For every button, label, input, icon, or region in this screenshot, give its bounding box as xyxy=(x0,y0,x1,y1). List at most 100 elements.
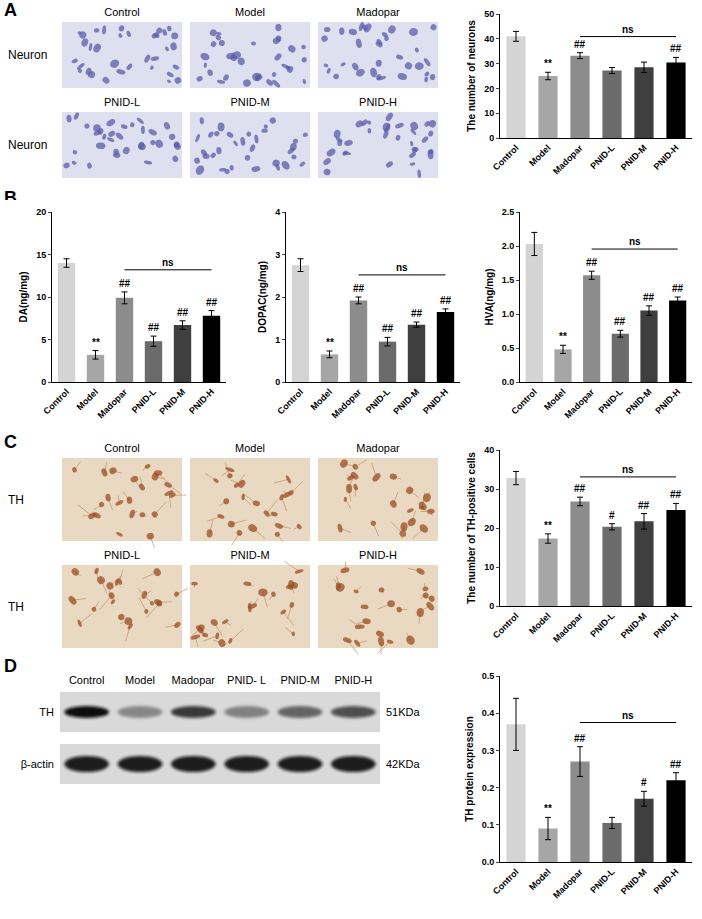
svg-text:Model: Model xyxy=(235,442,265,454)
svg-text:#: # xyxy=(641,777,647,788)
svg-text:3: 3 xyxy=(275,250,280,260)
svg-text:PNID-L: PNID-L xyxy=(364,386,393,415)
svg-text:ns: ns xyxy=(622,464,634,475)
svg-text:30: 30 xyxy=(484,59,494,69)
svg-text:0: 0 xyxy=(489,133,494,143)
svg-text:Madopar: Madopar xyxy=(563,386,597,420)
svg-text:51KDa: 51KDa xyxy=(386,706,421,718)
svg-text:10: 10 xyxy=(484,562,494,572)
svg-text:0: 0 xyxy=(41,377,46,387)
svg-text:20: 20 xyxy=(484,84,494,94)
svg-text:Madopar: Madopar xyxy=(356,442,400,454)
svg-text:ns: ns xyxy=(622,24,634,35)
svg-text:DA(ng/mg): DA(ng/mg) xyxy=(18,271,29,322)
svg-text:ns: ns xyxy=(396,262,408,273)
svg-text:Neuron: Neuron xyxy=(8,48,47,62)
svg-text:PNID-M: PNID-M xyxy=(280,674,319,686)
svg-text:**: ** xyxy=(544,803,552,814)
svg-text:Model: Model xyxy=(527,611,552,636)
svg-text:0.3: 0.3 xyxy=(482,746,495,756)
svg-text:0: 0 xyxy=(275,377,280,387)
svg-text:##: ## xyxy=(586,257,598,268)
svg-text:Model: Model xyxy=(75,387,100,412)
svg-text:PNID-L: PNID-L xyxy=(104,96,140,108)
svg-text:Model: Model xyxy=(527,143,552,168)
svg-text:PNID-L: PNID-L xyxy=(597,386,626,415)
svg-text:PNID-H: PNID-H xyxy=(653,387,682,416)
svg-text:β-actin: β-actin xyxy=(21,758,54,770)
svg-text:ns: ns xyxy=(629,236,641,247)
svg-text:PNID-M: PNID-M xyxy=(230,96,269,108)
svg-text:TH: TH xyxy=(39,706,54,718)
svg-text:PNID-M: PNID-M xyxy=(619,611,649,641)
svg-text:Madopar: Madopar xyxy=(551,142,585,176)
svg-text:Madopar: Madopar xyxy=(356,6,400,18)
svg-text:PNID-H: PNID-H xyxy=(652,867,681,896)
svg-text:0.2: 0.2 xyxy=(482,783,495,793)
svg-text:40: 40 xyxy=(484,445,494,455)
svg-text:##: ## xyxy=(670,43,682,54)
svg-text:0.5: 0.5 xyxy=(502,343,515,353)
svg-text:##: ## xyxy=(177,307,189,318)
svg-text:Neuron: Neuron xyxy=(8,138,47,152)
svg-text:PNID-M: PNID-M xyxy=(157,387,187,417)
svg-text:0.1: 0.1 xyxy=(482,820,495,830)
svg-text:PNID- L: PNID- L xyxy=(227,674,266,686)
svg-text:Model: Model xyxy=(235,6,265,18)
svg-text:Model: Model xyxy=(542,387,567,412)
svg-text:##: ## xyxy=(574,483,586,494)
svg-text:PNID-H: PNID-H xyxy=(359,96,397,108)
svg-text:PNID-M: PNID-M xyxy=(230,549,269,561)
svg-text:Control: Control xyxy=(69,674,104,686)
svg-text:PNID-H: PNID-H xyxy=(421,387,450,416)
svg-text:##: ## xyxy=(614,316,626,327)
svg-text:Madopar: Madopar xyxy=(551,866,585,900)
svg-text:**: ** xyxy=(544,520,552,531)
svg-text:PNID-L: PNID-L xyxy=(130,386,159,415)
svg-text:0.0: 0.0 xyxy=(502,377,515,387)
svg-text:**: ** xyxy=(92,337,100,348)
svg-text:1.0: 1.0 xyxy=(502,309,515,319)
svg-text:#: # xyxy=(609,510,615,521)
svg-text:40: 40 xyxy=(484,34,494,44)
svg-text:##: ## xyxy=(670,759,682,770)
svg-text:20: 20 xyxy=(484,523,494,533)
svg-text:PNID-M: PNID-M xyxy=(624,387,654,417)
svg-text:PNID-L: PNID-L xyxy=(588,610,617,639)
svg-text:PNID-H: PNID-H xyxy=(334,674,372,686)
svg-text:The number of neurons: The number of neurons xyxy=(466,20,477,132)
svg-text:##: ## xyxy=(148,322,160,333)
svg-text:Model: Model xyxy=(527,867,552,892)
svg-text:##: ## xyxy=(119,278,131,289)
svg-text:ns: ns xyxy=(162,257,174,268)
svg-text:20: 20 xyxy=(36,207,46,217)
svg-text:0: 0 xyxy=(489,601,494,611)
svg-text:Madopar: Madopar xyxy=(95,386,129,420)
svg-text:TH protein expression: TH protein expression xyxy=(464,716,475,822)
svg-text:0.5: 0.5 xyxy=(482,671,495,681)
svg-text:Model: Model xyxy=(125,674,155,686)
svg-text:4: 4 xyxy=(275,207,280,217)
svg-text:ns: ns xyxy=(622,710,634,721)
svg-text:PNID-L: PNID-L xyxy=(588,866,617,895)
svg-text:##: ## xyxy=(574,39,586,50)
svg-text:PNID-L: PNID-L xyxy=(104,549,140,561)
svg-text:HVA(ng/mg): HVA(ng/mg) xyxy=(484,268,495,325)
svg-text:PNID-H: PNID-H xyxy=(187,387,216,416)
svg-text:2: 2 xyxy=(275,292,280,302)
svg-text:TH: TH xyxy=(8,493,24,507)
svg-text:Control: Control xyxy=(491,867,521,897)
svg-text:##: ## xyxy=(574,733,586,744)
svg-text:TH: TH xyxy=(8,600,24,614)
svg-text:Control: Control xyxy=(275,387,305,417)
svg-text:10: 10 xyxy=(484,108,494,118)
svg-text:1: 1 xyxy=(275,335,280,345)
svg-text:Madopar: Madopar xyxy=(329,386,363,420)
svg-text:Model: Model xyxy=(309,387,334,412)
svg-text:Madopar: Madopar xyxy=(172,674,216,686)
svg-text:DOPAC(ng/mg): DOPAC(ng/mg) xyxy=(257,261,268,333)
svg-text:**: ** xyxy=(559,331,567,342)
svg-text:##: ## xyxy=(206,297,218,308)
svg-text:2.0: 2.0 xyxy=(502,241,515,251)
svg-text:##: ## xyxy=(440,295,452,306)
